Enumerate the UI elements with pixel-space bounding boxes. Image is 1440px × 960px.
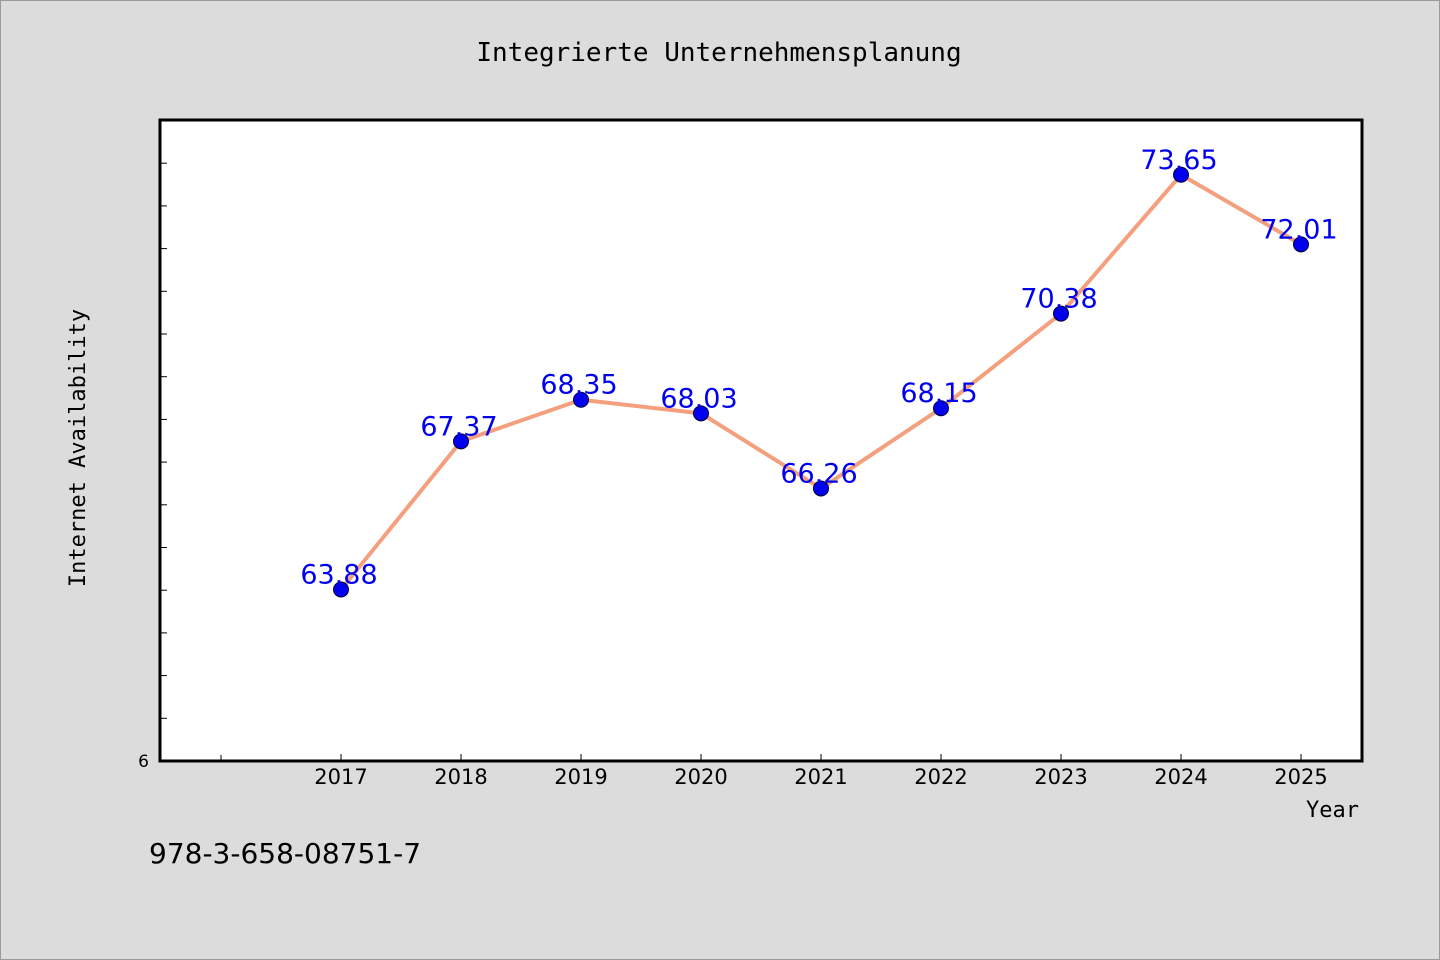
x-tick-label-2017: 2017	[314, 765, 367, 789]
x-tick-label-2020: 2020	[674, 765, 727, 789]
x-tick-label-2019: 2019	[554, 765, 607, 789]
data-point-2018	[453, 433, 469, 450]
chart-title: Integrierte Unternehmensplanung	[476, 38, 961, 68]
y-axis-ticks	[160, 162, 167, 719]
data-label-2018: 67.37	[420, 411, 497, 442]
data-point-2019	[573, 391, 589, 408]
data-point-2024	[1173, 166, 1189, 183]
x-tick-label-2024: 2024	[1154, 765, 1207, 789]
isbn-text: 978-3-658-08751-7	[149, 837, 421, 870]
data-point-2023	[1053, 305, 1069, 322]
x-axis-ticks: 2017 2018 2019 2020 2021 2022 2023 2024 2025	[220, 754, 1328, 789]
plot-area	[158, 118, 1364, 763]
data-label-2025: 72.01	[1260, 214, 1337, 245]
data-label-2023: 70.38	[1020, 284, 1097, 315]
y-axis-label: Internet Availability	[66, 309, 91, 587]
data-label-2024: 73.65	[1140, 145, 1217, 176]
data-point-2020	[693, 405, 709, 422]
data-label-2020: 68.03	[660, 383, 737, 414]
x-tick-label-2023: 2023	[1034, 765, 1087, 789]
x-axis-label: Year	[1306, 798, 1359, 823]
x-tick-label-2025: 2025	[1274, 765, 1327, 789]
data-label-2017: 63.88	[300, 560, 377, 591]
x-tick-label-2022: 2022	[914, 765, 967, 789]
data-point-2022	[933, 400, 949, 417]
data-label-2022: 68.15	[900, 378, 977, 409]
data-point-2021	[813, 480, 829, 497]
series-0: 63.88 67.37 68.35 68.03 66.26 68.15 70.38 73.65…	[300, 145, 1338, 598]
y-axis-min-tick-label: 6	[138, 752, 149, 772]
data-label-2019: 68.35	[540, 370, 617, 401]
data-label-2021: 66.26	[780, 458, 857, 489]
data-point-2017	[333, 581, 349, 598]
x-tick-label-2018: 2018	[434, 765, 487, 789]
data-point-2025	[1293, 236, 1309, 253]
x-tick-label-2021: 2021	[794, 765, 847, 789]
